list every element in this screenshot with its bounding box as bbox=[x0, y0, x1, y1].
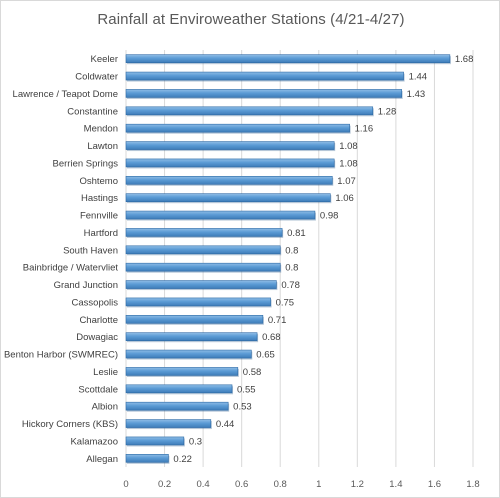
category-label: Keeler bbox=[91, 54, 118, 65]
gridlines bbox=[125, 50, 474, 467]
x-tick-label: 1.6 bbox=[428, 479, 441, 490]
bar bbox=[125, 280, 277, 289]
data-label: 0.65 bbox=[256, 350, 275, 361]
category-labels: Keeler Coldwater Lawrence / Teapot Dome Con… bbox=[4, 54, 118, 465]
category-label: Hartford bbox=[84, 228, 118, 239]
bar bbox=[125, 297, 271, 307]
category-label: Hastings bbox=[81, 193, 118, 204]
data-label: 1.43 bbox=[407, 89, 426, 100]
category-label: Berrien Springs bbox=[53, 158, 119, 169]
data-label: 0.44 bbox=[216, 419, 235, 430]
bar bbox=[125, 332, 258, 341]
bar bbox=[125, 54, 451, 63]
x-axis-ticks: 0 0.2 0.4 0.6 0.8 1 1.2 1.4 1.6 1.8 bbox=[123, 479, 479, 490]
category-label: Charlotte bbox=[79, 315, 118, 326]
category-label: Benton Harbor (SWMREC) bbox=[4, 350, 118, 361]
data-label: 0.8 bbox=[285, 263, 298, 274]
data-label: 1.08 bbox=[339, 141, 358, 152]
category-label: Scottdale bbox=[78, 384, 118, 395]
category-label: Coldwater bbox=[75, 72, 118, 83]
data-label: 0.22 bbox=[173, 454, 192, 465]
category-label: Allegan bbox=[86, 454, 118, 465]
category-label: Hickory Corners (KBS) bbox=[22, 419, 118, 430]
data-label: 0.55 bbox=[237, 384, 256, 395]
category-label: Fennville bbox=[80, 211, 118, 222]
category-label: Cassopolis bbox=[72, 297, 119, 308]
bar bbox=[125, 245, 281, 255]
x-tick-label: 0 bbox=[123, 479, 128, 490]
category-label: Lawton bbox=[87, 141, 118, 152]
data-label: 0.98 bbox=[320, 211, 339, 222]
bar bbox=[125, 384, 233, 394]
x-tick-label: 1.2 bbox=[351, 479, 364, 490]
data-label: 0.75 bbox=[276, 297, 295, 308]
data-label: 0.81 bbox=[287, 228, 306, 239]
data-label: 1.08 bbox=[339, 158, 358, 169]
bar bbox=[125, 436, 185, 446]
data-label: 0.78 bbox=[281, 280, 300, 291]
category-label: Oshtemo bbox=[79, 176, 118, 187]
bar bbox=[125, 367, 239, 376]
data-label: 0.71 bbox=[268, 315, 287, 326]
x-tick-label: 0.4 bbox=[197, 479, 210, 490]
bar bbox=[125, 158, 335, 168]
data-label: 0.8 bbox=[285, 245, 298, 256]
category-label: Mendon bbox=[84, 124, 118, 135]
category-label: South Haven bbox=[63, 245, 118, 256]
bar bbox=[125, 106, 374, 116]
bar-series bbox=[125, 54, 451, 464]
bar bbox=[125, 176, 333, 185]
data-label: 1.44 bbox=[409, 72, 428, 83]
bar bbox=[125, 401, 229, 411]
bar bbox=[125, 141, 335, 150]
data-label: 1.06 bbox=[335, 193, 354, 204]
chart-title: Rainfall at Enviroweather Stations (4/21… bbox=[97, 11, 405, 28]
data-label: 1.68 bbox=[455, 54, 474, 65]
category-label: Lawrence / Teapot Dome bbox=[13, 89, 118, 100]
x-tick-label: 0.6 bbox=[235, 479, 248, 490]
bar bbox=[125, 210, 316, 220]
bar bbox=[125, 315, 264, 324]
category-label: Leslie bbox=[93, 367, 118, 378]
bar bbox=[125, 228, 283, 237]
bar bbox=[125, 454, 169, 463]
category-label: Dowagiac bbox=[76, 332, 118, 343]
data-label: 1.07 bbox=[337, 176, 356, 187]
bar bbox=[125, 349, 252, 359]
data-label: 0.53 bbox=[233, 402, 252, 413]
x-tick-label: 1.8 bbox=[466, 479, 479, 490]
data-labels: 1.68 1.44 1.43 1.28 1.16 1.08 1.08 1.07 1.06 0.98… bbox=[173, 54, 473, 465]
category-label: Grand Junction bbox=[54, 280, 118, 291]
category-label: Constantine bbox=[67, 106, 118, 117]
category-label: Albion bbox=[92, 402, 118, 413]
data-label: 1.28 bbox=[378, 106, 397, 117]
category-label: Bainbridge / Watervliet bbox=[23, 263, 119, 274]
bar bbox=[125, 89, 402, 98]
data-label: 0.3 bbox=[189, 436, 202, 447]
bar bbox=[125, 193, 331, 202]
x-tick-label: 1 bbox=[316, 479, 321, 490]
category-label: Kalamazoo bbox=[70, 436, 118, 447]
data-label: 0.68 bbox=[262, 332, 281, 343]
data-label: 0.58 bbox=[243, 367, 261, 378]
bar bbox=[125, 71, 404, 81]
x-tick-label: 0.8 bbox=[274, 479, 287, 490]
x-tick-label: 1.4 bbox=[389, 479, 402, 490]
bar bbox=[125, 262, 281, 272]
bar bbox=[125, 419, 212, 428]
bar bbox=[125, 123, 350, 133]
data-label: 1.16 bbox=[355, 124, 374, 135]
x-tick-label: 0.2 bbox=[158, 479, 171, 490]
